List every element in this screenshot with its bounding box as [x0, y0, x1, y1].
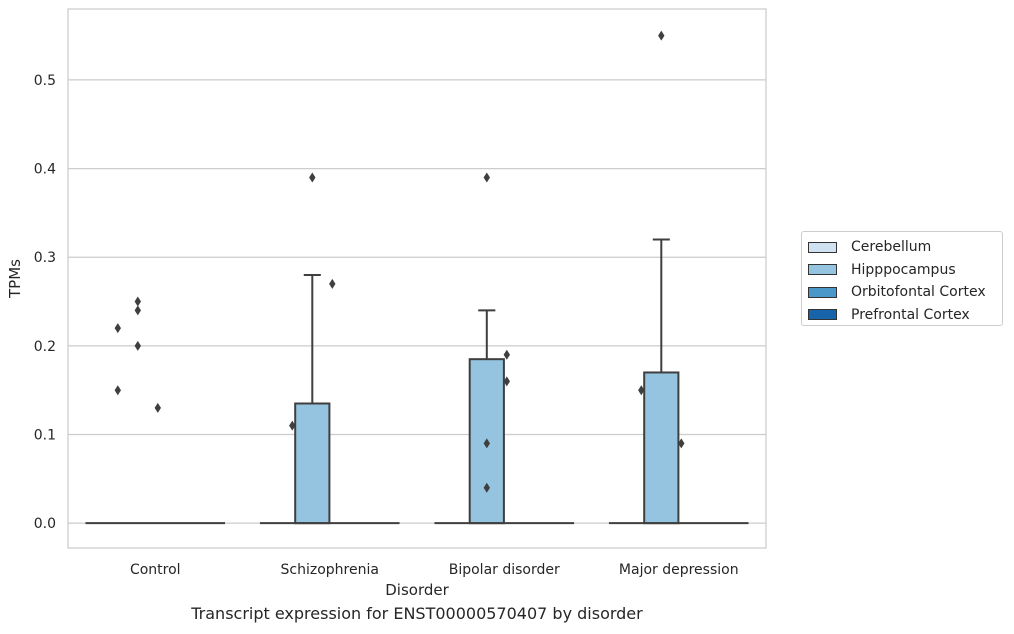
outlier-point [503, 376, 510, 387]
x-tick-label: Schizophrenia [281, 562, 379, 578]
box-group [259, 172, 400, 525]
legend: Cerebellum Hipppocampus Orbitofontal Cor… [801, 231, 1003, 326]
x-tick-label: Bipolar disorder [449, 562, 560, 578]
outlier-point [483, 438, 490, 449]
legend-swatch [808, 264, 837, 276]
legend-item-cerebellum: Cerebellum [808, 236, 1002, 259]
plot-frame [67, 8, 767, 549]
y-tick-labels: 0.0 0.1 0.2 0.3 0.4 0.5 [34, 73, 56, 532]
legend-item-prefrontal: Prefrontal Cortex [808, 304, 1002, 327]
legend-swatch [808, 241, 837, 253]
legend-label: Orbitofontal Cortex [851, 284, 986, 301]
legend-label: Prefrontal Cortex [851, 306, 970, 323]
y-tick-label: 0.0 [34, 516, 56, 532]
outlier-point [329, 278, 336, 289]
legend-label: Hipppocampus [851, 261, 956, 278]
y-tick-label: 0.4 [34, 162, 56, 178]
outlier-point [309, 172, 316, 183]
y-tick-label: 0.1 [34, 428, 56, 444]
y-axis-label: TPMs [6, 259, 24, 299]
legend-swatch [808, 309, 837, 321]
x-tick-labels: Control Schizophrenia Bipolar disorder Majo… [130, 562, 739, 578]
legend-label: Cerebellum [851, 239, 932, 256]
chart-caption: Transcript expression for ENST0000057040… [191, 604, 643, 623]
outlier-point [503, 349, 510, 360]
y-tick-label: 0.2 [34, 339, 56, 355]
y-tick-label: 0.3 [34, 250, 56, 266]
outlier-point [154, 402, 161, 413]
outlier-point [114, 323, 121, 334]
outlier-point [134, 305, 141, 316]
outlier-point [289, 420, 296, 431]
outlier-point [483, 482, 490, 493]
outlier-point [114, 385, 121, 396]
x-axis-label: Disorder [385, 581, 449, 599]
outlier-point [678, 438, 685, 449]
box-group [85, 296, 226, 525]
x-tick-label: Control [130, 562, 181, 578]
outlier-point [134, 340, 141, 351]
outlier-point [134, 296, 141, 307]
legend-item-orbitofrontal: Orbitofontal Cortex [808, 281, 1002, 304]
box-plots [85, 30, 749, 525]
outlier-point [483, 172, 490, 183]
legend-swatch [808, 286, 837, 298]
y-tick-label: 0.5 [34, 73, 56, 89]
box-group [608, 30, 749, 525]
outlier-point [658, 30, 665, 41]
box-body [643, 371, 680, 525]
x-tick-label: Major depression [619, 562, 739, 578]
legend-item-hippocampus: Hipppocampus [808, 259, 1002, 282]
outlier-point [638, 385, 645, 396]
box-body [294, 402, 331, 525]
box-group [434, 172, 575, 525]
